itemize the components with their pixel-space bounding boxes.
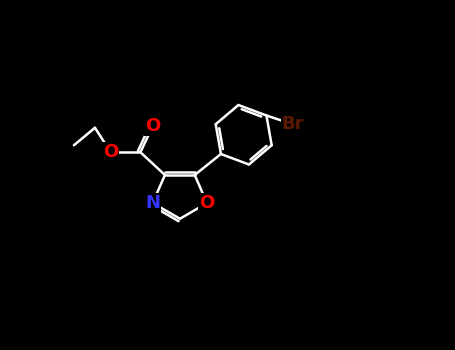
Text: O: O	[103, 143, 118, 161]
Text: Br: Br	[282, 115, 304, 133]
Text: N: N	[145, 194, 160, 212]
Text: O: O	[145, 117, 160, 135]
Text: O: O	[199, 194, 215, 212]
